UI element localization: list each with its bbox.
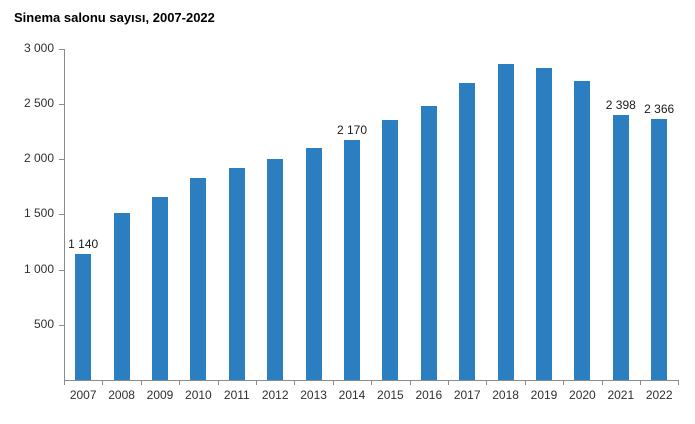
y-axis-line — [64, 48, 65, 381]
bar-2009 — [152, 197, 168, 380]
bar-2020 — [574, 81, 591, 380]
bar-2016 — [420, 105, 437, 380]
x-axis-label: 2014 — [338, 388, 366, 402]
bar-2021 — [612, 115, 629, 380]
bar-2010 — [190, 177, 207, 380]
x-axis-label: 2013 — [300, 388, 327, 402]
x-axis-tick — [678, 381, 680, 385]
bar-value-label: 2 398 — [605, 98, 636, 113]
x-axis-label: 2018 — [492, 388, 519, 402]
x-axis-tick — [332, 381, 334, 385]
x-axis-tick — [601, 381, 603, 385]
chart-title: Sinema salonu sayısı, 2007-2022 — [14, 10, 215, 25]
x-axis-label: 2021 — [607, 388, 635, 402]
bar-2017 — [459, 82, 476, 380]
x-axis-tick — [409, 381, 411, 385]
bar-2008 — [113, 212, 130, 380]
y-axis-label: 3 000 — [23, 40, 54, 55]
x-axis-label: 2015 — [377, 388, 404, 402]
x-axis-tick — [371, 381, 373, 385]
y-axis-tick — [59, 269, 64, 271]
x-axis-tick — [256, 381, 257, 385]
x-axis-tick — [448, 381, 449, 385]
y-axis-label: 1 500 — [23, 206, 54, 221]
x-axis-tick — [140, 381, 142, 385]
x-axis-tick — [524, 381, 526, 385]
bar-2014 — [344, 140, 360, 380]
x-axis-tick — [217, 381, 219, 385]
y-axis-label: 2 500 — [23, 96, 54, 110]
y-axis-label: 1 000 — [23, 261, 54, 276]
bar-value-label: 1 140 — [68, 237, 99, 252]
y-axis-label: 2 000 — [23, 151, 54, 166]
y-axis-tick — [59, 324, 64, 326]
x-axis-label: 2009 — [146, 388, 174, 402]
x-axis-tick — [102, 381, 104, 385]
bar-2022 — [651, 118, 668, 380]
y-axis-tick — [59, 159, 64, 161]
bar-2011 — [228, 168, 245, 380]
y-axis-tick — [59, 214, 64, 216]
x-axis-label: 2022 — [645, 388, 673, 402]
bar-value-label: 2 366 — [644, 101, 675, 116]
x-axis-label: 2010 — [185, 388, 212, 402]
x-axis-label: 2019 — [530, 388, 558, 402]
x-axis-tick — [563, 381, 565, 385]
y-axis-tick — [59, 48, 64, 50]
y-axis-label: 500 — [33, 316, 54, 331]
x-axis-label: 2008 — [108, 388, 135, 402]
x-axis-label: 2017 — [453, 388, 481, 402]
x-axis-label: 2020 — [569, 388, 596, 402]
y-axis-tick — [59, 104, 64, 105]
x-axis-label: 2012 — [261, 388, 289, 402]
x-axis-label: 2011 — [223, 388, 250, 402]
x-axis-line — [64, 380, 680, 381]
bar-2013 — [305, 147, 322, 380]
x-axis-label: 2007 — [69, 388, 97, 402]
bar-2007 — [75, 254, 92, 380]
x-axis-tick — [486, 381, 488, 385]
x-axis-tick — [64, 381, 65, 385]
bar-2019 — [536, 67, 552, 380]
bar-value-label: 2 170 — [336, 123, 368, 138]
bar-2015 — [382, 119, 399, 380]
bar-2018 — [497, 64, 514, 380]
x-axis-tick — [294, 381, 296, 385]
x-axis-label: 2016 — [415, 388, 443, 402]
x-axis-tick — [640, 381, 641, 385]
x-axis-tick — [179, 381, 181, 385]
bar-2012 — [267, 159, 284, 380]
